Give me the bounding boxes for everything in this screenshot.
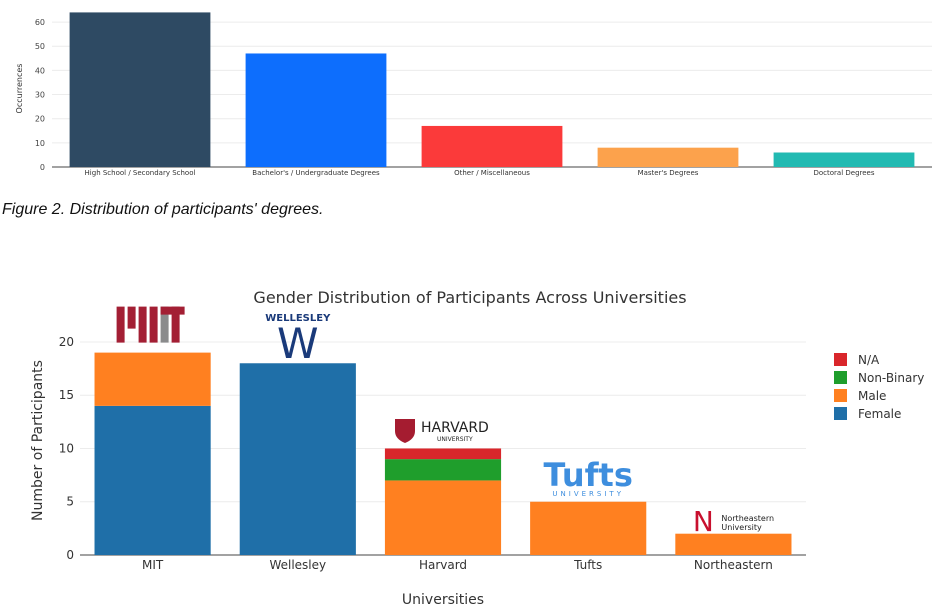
legend-label: Male <box>858 389 886 403</box>
y-axis-label: Number of Participants <box>30 360 46 521</box>
y-tick-label: 40 <box>35 66 45 75</box>
bar-segment <box>94 405 211 555</box>
x-tick-label: Other / Miscellaneous <box>454 169 530 177</box>
svg-text:University: University <box>721 523 762 532</box>
svg-text:HARVARD: HARVARD <box>421 420 489 436</box>
x-tick-label: Doctoral Degrees <box>813 169 874 177</box>
bar <box>773 152 915 167</box>
y-tick-label: 60 <box>35 18 45 27</box>
x-tick-label: Bachelor's / Undergraduate Degrees <box>252 169 380 177</box>
svg-text:WELLESLEY: WELLESLEY <box>265 313 331 324</box>
legend-label: N/A <box>858 353 880 367</box>
y-tick-label: 20 <box>35 115 45 124</box>
bar-segment <box>675 533 792 555</box>
y-tick-label: 30 <box>35 91 45 100</box>
figure-caption: Figure 2. Distribution of participants' … <box>2 201 324 218</box>
mit-logo <box>116 306 185 343</box>
x-tick-label: Harvard <box>419 558 467 572</box>
bar <box>69 12 211 167</box>
svg-text:Northeastern: Northeastern <box>721 514 774 523</box>
svg-text:N: N <box>693 505 714 538</box>
y-tick-label: 10 <box>35 139 45 148</box>
x-tick-label: Master's Degrees <box>638 169 699 177</box>
svg-text:W: W <box>277 319 319 368</box>
bar-segment <box>384 459 502 481</box>
y-tick-label: 5 <box>66 495 74 509</box>
degrees-chart: 0 10 20 30 40 50 60 Occurrences High School / Se… <box>15 12 932 177</box>
bar-segment <box>239 363 356 555</box>
svg-text:UNIVERSITY: UNIVERSITY <box>437 436 473 443</box>
legend-label: Female <box>858 407 901 421</box>
y-tick-label: 10 <box>59 441 74 455</box>
svg-text:Tufts: Tufts <box>544 456 633 494</box>
y-tick-label: 20 <box>59 335 74 349</box>
bar-segment <box>530 501 647 555</box>
x-tick-label: Tufts <box>573 558 602 572</box>
y-tick-label: 0 <box>40 163 45 172</box>
x-tick-label: Wellesley <box>269 558 326 572</box>
bar-segment <box>94 352 211 406</box>
legend-swatch <box>834 353 847 366</box>
x-tick-label: High School / Secondary School <box>85 169 196 177</box>
y-axis-label: Occurrences <box>15 64 24 114</box>
bar <box>597 147 739 167</box>
x-axis-label: Universities <box>402 592 484 608</box>
svg-text:UNIVERSITY: UNIVERSITY <box>552 490 624 498</box>
x-tick-label: Northeastern <box>694 558 773 572</box>
bar-segment <box>384 448 502 460</box>
y-tick-label: 0 <box>66 548 74 562</box>
legend-swatch <box>834 389 847 402</box>
chart-title: Gender Distribution of Participants Acro… <box>253 288 686 307</box>
y-tick-label: 15 <box>59 388 74 402</box>
y-tick-label: 50 <box>35 42 45 51</box>
bar-segment <box>384 480 502 555</box>
legend-label: Non-Binary <box>858 371 924 385</box>
legend-swatch <box>834 371 847 384</box>
x-tick-label: MIT <box>142 558 164 572</box>
gender-chart: Gender Distribution of Participants Acro… <box>30 288 924 608</box>
legend-swatch <box>834 407 847 420</box>
bar <box>245 53 387 167</box>
bar <box>421 125 563 167</box>
